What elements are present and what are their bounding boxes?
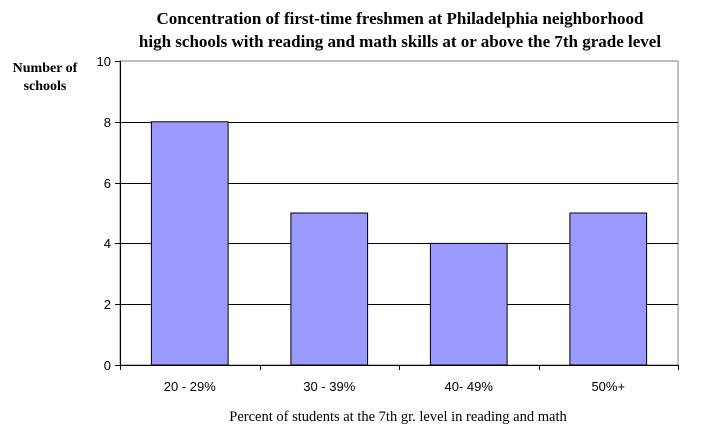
x-tick-label-4: 50%+ xyxy=(591,379,625,394)
bar-1 xyxy=(150,121,229,366)
y-tick-label-8: 8 xyxy=(104,115,111,130)
x-tick-label-3: 40- 49% xyxy=(445,379,494,394)
bar-3 xyxy=(429,242,508,366)
y-axis-label-line-2: schools xyxy=(24,79,67,94)
x-tick-label-1: 20 - 29% xyxy=(164,379,216,394)
y-tick-label-2: 2 xyxy=(104,297,111,312)
y-tick-label-0: 0 xyxy=(104,358,111,373)
y-tick-label-4: 4 xyxy=(104,236,111,251)
bar-4 xyxy=(569,212,648,366)
bar-2 xyxy=(290,212,369,366)
y-tick-label-10: 10 xyxy=(97,54,111,69)
y-axis-label-line-1: Number of xyxy=(13,61,78,76)
chart-title-line-1: Concentration of first-time freshmen at … xyxy=(156,9,644,28)
y-tick-label-6: 6 xyxy=(104,176,111,191)
chart-title-line-2: high schools with reading and math skill… xyxy=(139,32,661,51)
plot-area: 0 2 4 6 8 10 20 - 29% 30 - 39% 40- 49% 50%+ xyxy=(97,54,679,394)
x-axis-label: Percent of students at the 7th gr. level… xyxy=(229,409,567,425)
x-tick-label-2: 30 - 39% xyxy=(303,379,355,394)
